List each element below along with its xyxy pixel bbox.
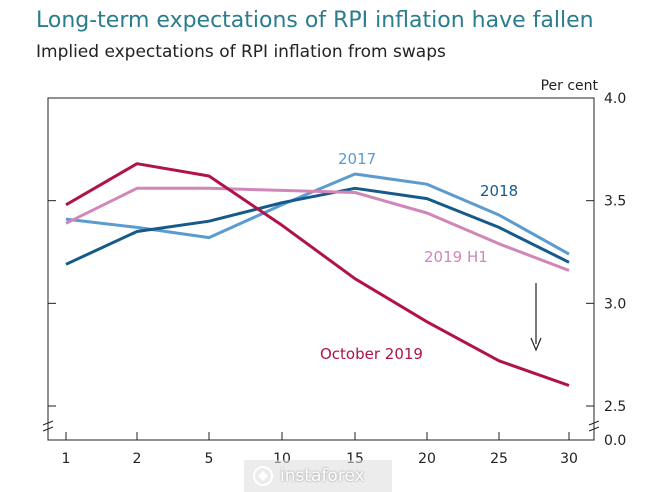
x-tick-label: 25 [490, 451, 508, 467]
plot-frame [47, 97, 595, 441]
series-label-2019-h1: 2019 H1 [424, 248, 488, 266]
y-tick-label: 3.5 [604, 194, 626, 210]
chart-title: Long-term expectations of RPI inflation … [36, 8, 594, 33]
x-tick-label: 1 [62, 451, 71, 467]
y-tick-label: 3.0 [604, 296, 626, 312]
series-label-2018: 2018 [480, 182, 518, 200]
downward-arrow-head [530, 337, 542, 352]
x-tick-label: 20 [418, 451, 436, 467]
instaforex-logo-icon [253, 466, 273, 486]
series-label-2017: 2017 [338, 150, 376, 168]
series-label-october-2019: October 2019 [320, 345, 423, 363]
chart-subtitle: Implied expectations of RPI inflation fr… [36, 42, 446, 62]
y-tick-label: 4.0 [604, 91, 626, 107]
axis-break-mark [588, 420, 600, 432]
instaforex-watermark: instaforex [244, 460, 392, 492]
watermark-text: instaforex [280, 466, 365, 486]
y-axis-label: Per cent [541, 78, 599, 94]
series-line-october-2019 [65, 162, 570, 387]
axis-break-mark [42, 420, 54, 432]
x-tick-label: 30 [560, 451, 578, 467]
y-tick-label: 2.5 [604, 399, 626, 415]
series-line-2019-h1 [65, 186, 570, 272]
x-tick-label: 2 [133, 451, 142, 467]
x-tick-label: 5 [205, 451, 214, 467]
y-tick-label: 0.0 [604, 433, 626, 449]
series-line-2018 [65, 186, 570, 266]
